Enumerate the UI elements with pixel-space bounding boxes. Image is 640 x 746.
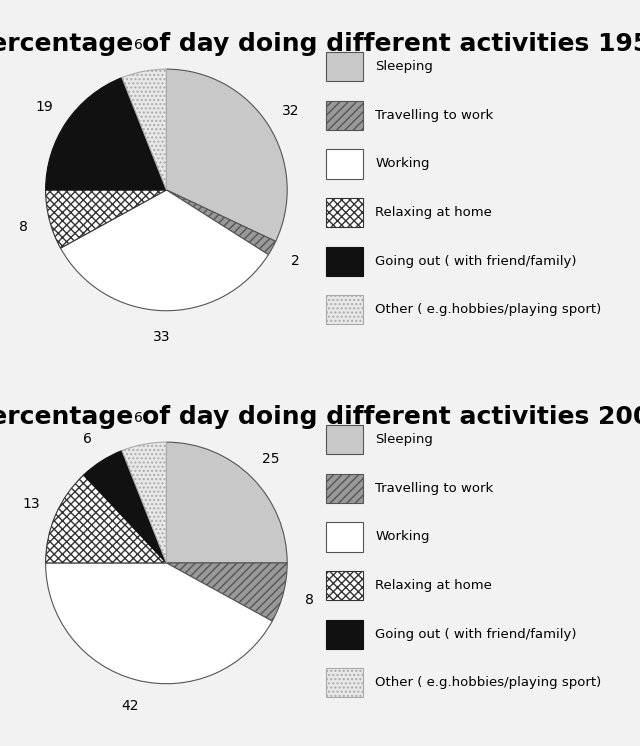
Text: Percentage of day doing different activities 2008: Percentage of day doing different activi… — [0, 405, 640, 429]
Text: Percentage of day doing different activities 1958: Percentage of day doing different activi… — [0, 32, 640, 56]
